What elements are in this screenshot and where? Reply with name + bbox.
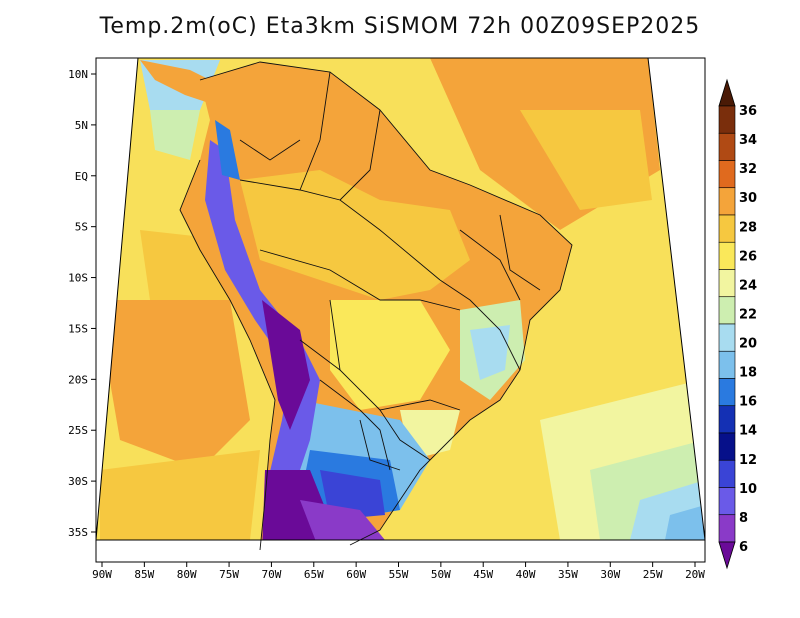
lon-tick-label: 55W bbox=[389, 568, 409, 581]
lat-tick-label: 15S bbox=[68, 322, 88, 335]
lon-tick-label: 35W bbox=[558, 568, 578, 581]
colorbar-label: 26 bbox=[739, 249, 757, 264]
lon-tick-label: 60W bbox=[346, 568, 366, 581]
plot-border bbox=[95, 57, 706, 563]
colorbar-label: 22 bbox=[739, 307, 757, 322]
lat-tick-label: 10S bbox=[68, 272, 88, 285]
temperature-field bbox=[96, 58, 705, 540]
lat-tick-label: 5N bbox=[75, 119, 88, 132]
colorbar-swatch bbox=[718, 350, 736, 379]
colorbar-swatch bbox=[718, 187, 736, 216]
longitude-axis: 90W 85W 80W 75W 70W 65W 60W 55W 50W 45W 40W 35W 30W 2… bbox=[92, 562, 705, 581]
lat-tick-label: 35S bbox=[68, 526, 88, 539]
lat-tick-label: 25S bbox=[68, 424, 88, 437]
colorbar-swatch bbox=[718, 269, 736, 298]
colorbar-label: 34 bbox=[739, 133, 757, 148]
colorbar-swatch bbox=[718, 432, 736, 461]
map-title: Temp.2m(oC) Eta3km SiSMOM 72h 00Z09SEP20… bbox=[99, 14, 701, 39]
country-borders bbox=[179, 61, 573, 551]
lon-tick-label: 45W bbox=[473, 568, 493, 581]
lon-tick-label: 50W bbox=[431, 568, 451, 581]
colorbar-swatch bbox=[718, 378, 736, 407]
colorbar-label: 30 bbox=[739, 191, 757, 206]
colorbar-swatch bbox=[718, 160, 736, 189]
lat-tick-label: 20S bbox=[68, 373, 88, 386]
colorbar-swatch bbox=[718, 487, 736, 516]
lat-tick-label: 10N bbox=[68, 68, 88, 81]
lon-tick-label: 40W bbox=[516, 568, 536, 581]
lon-tick-label: 85W bbox=[134, 568, 154, 581]
lon-tick-label: 20W bbox=[685, 568, 705, 581]
colorbar-label: 6 bbox=[739, 540, 748, 555]
colorbar: 36 34 32 30 28 26 24 22 20 18 16 14 12 10 8 6 bbox=[718, 78, 757, 570]
colorbar-label: 12 bbox=[739, 453, 757, 468]
colorbar-min-arrow bbox=[718, 541, 736, 570]
colorbar-label: 20 bbox=[739, 337, 757, 352]
lat-tick-label: 30S bbox=[68, 475, 88, 488]
colorbar-label: 14 bbox=[739, 424, 757, 439]
colorbar-label: 18 bbox=[739, 366, 757, 381]
lon-tick-label: 25W bbox=[643, 568, 663, 581]
colorbar-swatch bbox=[718, 241, 736, 270]
colorbar-swatch bbox=[718, 296, 736, 325]
colorbar-max-arrow bbox=[718, 78, 736, 107]
lat-tick-label: EQ bbox=[75, 170, 88, 183]
colorbar-label: 24 bbox=[739, 278, 757, 293]
colorbar-swatch bbox=[718, 514, 736, 543]
lon-tick-label: 90W bbox=[92, 568, 112, 581]
colorbar-swatch bbox=[718, 105, 736, 134]
lon-tick-label: 70W bbox=[261, 568, 281, 581]
colorbar-swatch bbox=[718, 323, 736, 352]
colorbar-swatch bbox=[718, 132, 736, 161]
colorbar-label: 28 bbox=[739, 220, 757, 235]
colorbar-label: 36 bbox=[739, 104, 757, 119]
lon-tick-label: 75W bbox=[219, 568, 239, 581]
colorbar-label: 16 bbox=[739, 395, 757, 410]
colorbar-swatch bbox=[718, 459, 736, 488]
lon-tick-label: 80W bbox=[177, 568, 197, 581]
lon-tick-label: 30W bbox=[600, 568, 620, 581]
latitude-axis: 10N 5N EQ 5S 10S 15S 20S 25S 30S 35S bbox=[68, 68, 96, 539]
lat-tick-label: 5S bbox=[75, 221, 88, 234]
colorbar-label: 8 bbox=[739, 511, 748, 526]
lon-tick-label: 65W bbox=[304, 568, 324, 581]
colorbar-label: 10 bbox=[739, 482, 757, 497]
colorbar-swatch bbox=[718, 405, 736, 434]
colorbar-label: 32 bbox=[739, 162, 757, 177]
colorbar-swatch bbox=[718, 214, 736, 243]
